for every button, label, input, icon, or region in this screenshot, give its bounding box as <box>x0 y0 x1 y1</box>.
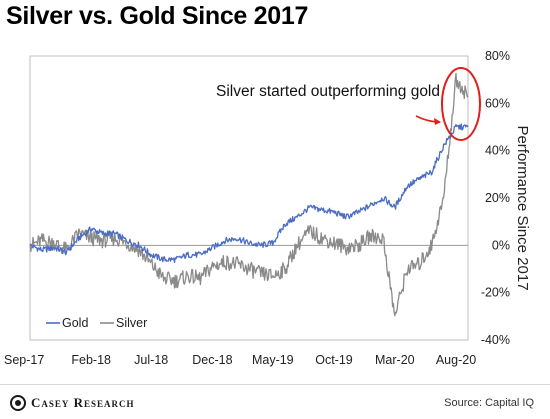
series-line-silver <box>29 72 469 317</box>
x-tick-label: May-19 <box>252 353 294 367</box>
y-tick-label: -40% <box>481 333 510 347</box>
y-tick-label: 60% <box>485 96 510 110</box>
legend-label-silver: Silver <box>116 316 147 330</box>
y-tick-label: 40% <box>485 144 510 158</box>
chart-title: Silver vs. Gold Since 2017 <box>6 2 309 30</box>
x-tick-label: Sep-17 <box>4 353 44 367</box>
x-tick-label: Mar-20 <box>375 353 415 367</box>
chart-svg: -40% -20% 0% 20% 40% 60% 80% Performance Since … <box>4 49 531 367</box>
x-tick-label: Oct-19 <box>315 353 353 367</box>
x-tick-label: Feb-18 <box>71 353 111 367</box>
y-axis-label: Performance Since 2017 <box>514 125 531 290</box>
brand-emblem-icon <box>10 395 26 411</box>
annotation-text: Silver started outperforming gold <box>216 83 440 100</box>
footer: Casey Research Source: Capital IQ <box>0 384 550 419</box>
brand-name: Casey Research <box>31 395 135 410</box>
annotation-arrowhead <box>434 118 441 125</box>
brand-logo: Casey Research <box>10 395 135 411</box>
y-tick-label: 0% <box>492 238 510 252</box>
x-tick-label: Aug-20 <box>436 353 476 367</box>
legend-label-gold: Gold <box>62 316 88 330</box>
source-note: Source: Capital IQ <box>444 397 534 409</box>
highlight-ellipse <box>441 67 481 141</box>
x-tick-label: Jul-18 <box>134 353 168 367</box>
series-line-gold <box>29 123 469 264</box>
plot-area <box>29 55 469 341</box>
y-tick-label: 80% <box>485 49 510 63</box>
y-tick-label: 20% <box>485 191 510 205</box>
x-tick-label: Dec-18 <box>192 353 232 367</box>
y-tick-label: -20% <box>481 286 510 300</box>
